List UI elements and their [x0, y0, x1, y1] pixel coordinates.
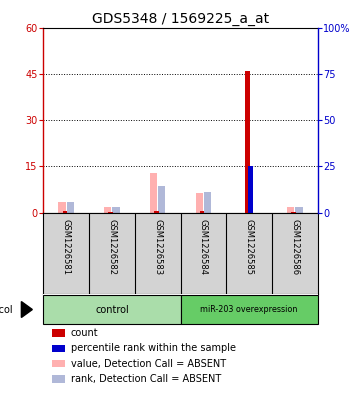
Bar — [245, 71, 250, 213]
Text: GSM1226585: GSM1226585 — [245, 219, 253, 275]
Bar — [200, 211, 204, 213]
Bar — [180, 295, 318, 324]
Text: control: control — [95, 305, 129, 314]
Bar — [52, 329, 65, 337]
Text: protocol: protocol — [0, 305, 13, 314]
Bar — [52, 345, 65, 352]
Text: count: count — [71, 328, 99, 338]
Text: GSM1226586: GSM1226586 — [290, 219, 299, 275]
Bar — [67, 202, 74, 213]
Bar — [291, 212, 296, 213]
Text: GSM1226581: GSM1226581 — [62, 219, 71, 275]
Bar — [248, 166, 253, 213]
Bar — [150, 173, 157, 213]
Bar — [158, 186, 165, 213]
Bar — [58, 202, 66, 213]
Text: GSM1226582: GSM1226582 — [108, 219, 116, 275]
Bar — [295, 207, 303, 213]
Bar — [62, 211, 67, 213]
Bar — [108, 212, 113, 213]
Bar — [43, 295, 180, 324]
Bar — [52, 360, 65, 367]
Bar — [112, 207, 120, 213]
Bar — [52, 375, 65, 383]
Text: miR-203 overexpression: miR-203 overexpression — [200, 305, 298, 314]
Polygon shape — [21, 301, 32, 318]
Bar — [196, 193, 203, 213]
Bar — [287, 207, 294, 213]
Title: GDS5348 / 1569225_a_at: GDS5348 / 1569225_a_at — [92, 13, 269, 26]
Bar — [204, 192, 211, 213]
Bar — [154, 211, 158, 213]
Text: rank, Detection Call = ABSENT: rank, Detection Call = ABSENT — [71, 374, 221, 384]
Text: value, Detection Call = ABSENT: value, Detection Call = ABSENT — [71, 359, 226, 369]
Text: GSM1226583: GSM1226583 — [153, 219, 162, 275]
Text: GSM1226584: GSM1226584 — [199, 219, 208, 275]
Text: percentile rank within the sample: percentile rank within the sample — [71, 343, 236, 353]
Bar — [104, 207, 112, 213]
